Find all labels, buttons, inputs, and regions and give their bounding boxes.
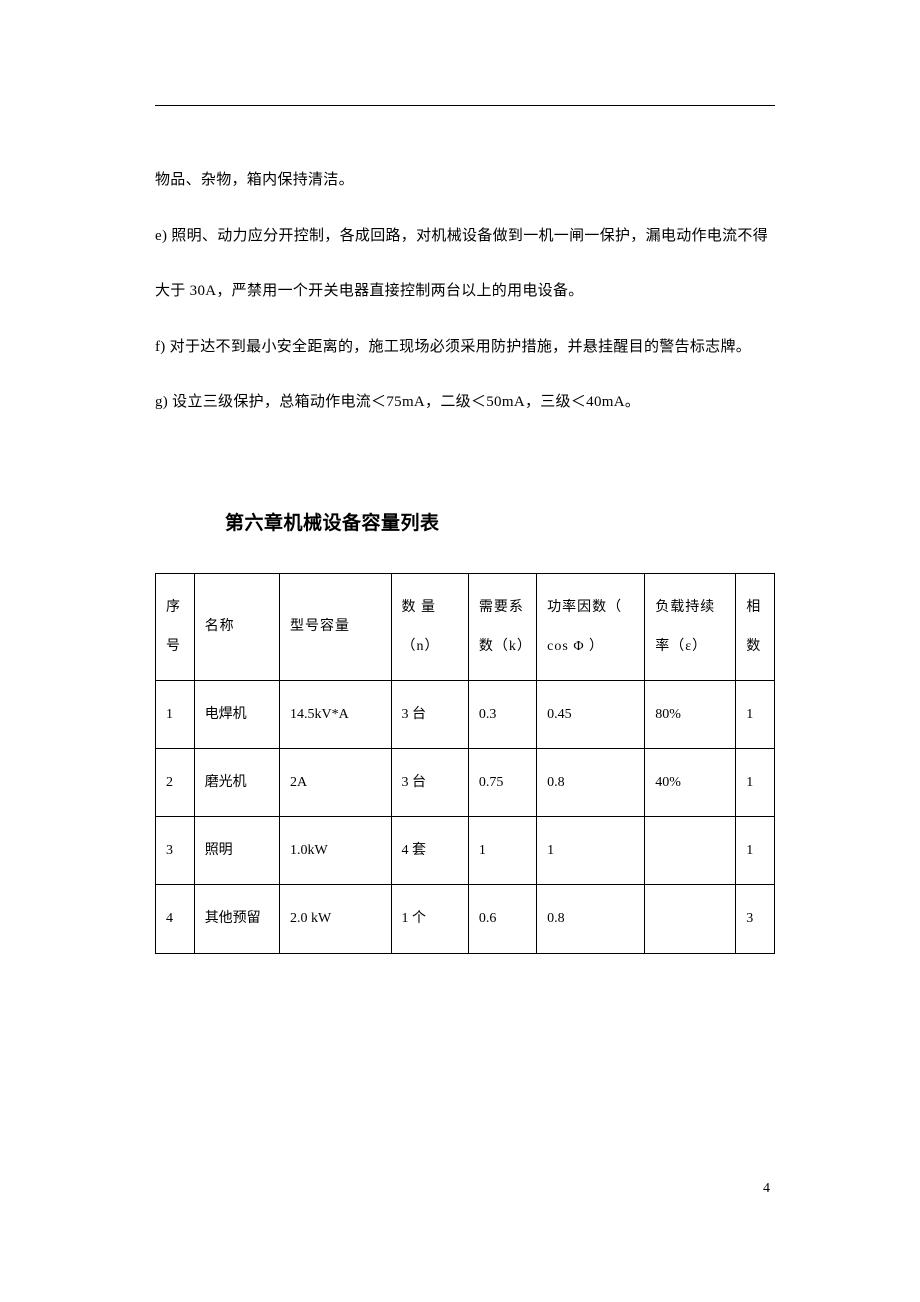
paragraph-f: f) 对于达不到最小安全距离的，施工现场必须采用防护措施，并悬挂醒目的警告标志牌… <box>155 323 775 373</box>
cell-phase: 3 <box>736 885 775 953</box>
header-name: 名称 <box>194 573 279 680</box>
cell-coeff: 0.3 <box>468 680 536 748</box>
header-load: 负载持续率（ε） <box>645 573 736 680</box>
table-row: 1 电焊机 14.5kV*A 3 台 0.3 0.45 80% 1 <box>156 680 775 748</box>
table-header: 序号 名称 型号容量 数 量（n） 需要系 数（k） 功率因数（ cos Φ ）… <box>156 573 775 680</box>
cell-name: 其他预留 <box>194 885 279 953</box>
cell-phase: 1 <box>736 680 775 748</box>
cell-load: 80% <box>645 680 736 748</box>
cell-power: 0.8 <box>537 749 645 817</box>
cell-coeff: 1 <box>468 817 536 885</box>
cell-phase: 1 <box>736 749 775 817</box>
header-model: 型号容量 <box>280 573 392 680</box>
cell-power: 1 <box>537 817 645 885</box>
page-number: 4 <box>763 1181 770 1197</box>
table-row: 4 其他预留 2.0 kW 1 个 0.6 0.8 3 <box>156 885 775 953</box>
header-power: 功率因数（ cos Φ ） <box>537 573 645 680</box>
chapter-title: 第六章机械设备容量列表 <box>225 508 775 535</box>
cell-seq: 3 <box>156 817 195 885</box>
table-header-row: 序号 名称 型号容量 数 量（n） 需要系 数（k） 功率因数（ cos Φ ）… <box>156 573 775 680</box>
cell-load <box>645 885 736 953</box>
header-phase: 相数 <box>736 573 775 680</box>
cell-qty: 3 台 <box>391 749 468 817</box>
paragraph-g: g) 设立三级保护，总箱动作电流＜75mA，二级＜50mA，三级＜40mA。 <box>155 378 775 428</box>
table-row: 2 磨光机 2A 3 台 0.75 0.8 40% 1 <box>156 749 775 817</box>
paragraph-e-line2: 大于 30A，严禁用一个开关电器直接控制两台以上的用电设备。 <box>155 267 775 317</box>
page-container: 物品、杂物，箱内保持清洁。 e) 照明、动力应分开控制，各成回路，对机械设备做到… <box>0 0 920 1004</box>
cell-name: 照明 <box>194 817 279 885</box>
cell-model: 14.5kV*A <box>280 680 392 748</box>
table-body: 1 电焊机 14.5kV*A 3 台 0.3 0.45 80% 1 2 磨光机 … <box>156 680 775 953</box>
header-qty: 数 量（n） <box>391 573 468 680</box>
paragraph-e-line1: e) 照明、动力应分开控制，各成回路，对机械设备做到一机一闸一保护，漏电动作电流… <box>155 212 775 262</box>
equipment-table: 序号 名称 型号容量 数 量（n） 需要系 数（k） 功率因数（ cos Φ ）… <box>155 573 775 954</box>
cell-name: 磨光机 <box>194 749 279 817</box>
paragraph-intro: 物品、杂物，箱内保持清洁。 <box>155 156 775 206</box>
cell-qty: 4 套 <box>391 817 468 885</box>
cell-load <box>645 817 736 885</box>
cell-model: 2A <box>280 749 392 817</box>
header-coeff: 需要系 数（k） <box>468 573 536 680</box>
cell-seq: 1 <box>156 680 195 748</box>
cell-phase: 1 <box>736 817 775 885</box>
header-divider <box>155 105 775 106</box>
cell-coeff: 0.75 <box>468 749 536 817</box>
cell-load: 40% <box>645 749 736 817</box>
table-row: 3 照明 1.0kW 4 套 1 1 1 <box>156 817 775 885</box>
cell-power: 0.8 <box>537 885 645 953</box>
cell-seq: 4 <box>156 885 195 953</box>
cell-qty: 3 台 <box>391 680 468 748</box>
cell-model: 1.0kW <box>280 817 392 885</box>
cell-power: 0.45 <box>537 680 645 748</box>
header-seq: 序号 <box>156 573 195 680</box>
cell-seq: 2 <box>156 749 195 817</box>
cell-qty: 1 个 <box>391 885 468 953</box>
cell-name: 电焊机 <box>194 680 279 748</box>
cell-model: 2.0 kW <box>280 885 392 953</box>
cell-coeff: 0.6 <box>468 885 536 953</box>
